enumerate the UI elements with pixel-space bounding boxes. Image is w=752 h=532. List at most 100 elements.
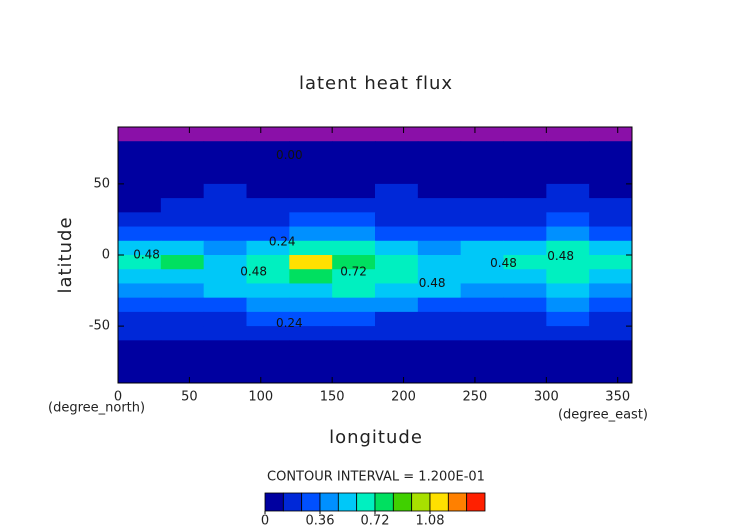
contour-cell (503, 212, 547, 228)
contour-cell (246, 255, 290, 270)
contour-cell (546, 226, 590, 242)
colorbar-swatch (429, 492, 449, 512)
contour-cell (460, 283, 504, 299)
contour-cell (246, 297, 290, 313)
contour-cell (417, 283, 462, 299)
contour-cell (332, 141, 376, 156)
contour-cell (546, 169, 590, 185)
contour-cell (546, 155, 590, 171)
contour-cell (118, 183, 162, 199)
contour-cell (546, 127, 590, 142)
contour-cell (160, 269, 205, 284)
contour-cell (160, 368, 205, 384)
y-tick-label: 0 (102, 248, 110, 263)
contour-cell (546, 212, 590, 228)
contour-label: 0.72 (340, 265, 367, 279)
contour-cell (589, 326, 633, 341)
y-axis-label: latitude (55, 216, 76, 293)
contour-cell (203, 340, 247, 356)
x-tick-label: 0 (114, 390, 122, 405)
x-tick-label: 50 (181, 390, 198, 405)
contour-cell (546, 297, 590, 313)
contour-cell (118, 198, 162, 213)
contour-cell (289, 212, 333, 228)
contour-cell (332, 127, 376, 142)
colorbar-swatch (447, 492, 468, 512)
contour-label: 0.24 (276, 316, 303, 330)
contour-cell (589, 127, 633, 142)
colorbar-tick-label: 0.36 (306, 514, 335, 529)
contour-cell (160, 212, 205, 228)
contour-cell (375, 240, 419, 256)
colorbar-swatch (337, 492, 358, 512)
contour-cell (332, 311, 376, 327)
y-tick-label: -50 (89, 319, 110, 334)
colorbar-swatch (282, 492, 303, 512)
contour-cell (546, 183, 590, 199)
contour-cell (503, 255, 547, 270)
contour-cell (417, 212, 462, 228)
contour-cell (332, 240, 376, 256)
contour-cell (546, 311, 590, 327)
contour-cell (332, 169, 376, 185)
contour-cell (246, 155, 290, 171)
contour-cell (203, 141, 247, 156)
contour-cell (246, 340, 290, 356)
contour-cell (160, 297, 205, 313)
contour-cell (332, 198, 376, 213)
x-tick-label: 200 (391, 390, 416, 405)
contour-cell (546, 368, 590, 384)
colorbar-tick-label: 1.08 (416, 514, 445, 529)
contour-cell (289, 155, 333, 171)
contour-cell (203, 198, 247, 213)
x-tick-label: 300 (534, 390, 559, 405)
contour-cell (332, 226, 376, 242)
contour-cell (417, 141, 462, 156)
contour-cell (289, 183, 333, 199)
contour-cell (118, 226, 162, 242)
contour-cell (503, 326, 547, 341)
contour-cell (460, 255, 504, 270)
colorbar-tick-label: 0 (261, 514, 269, 529)
x-tick-label: 150 (320, 390, 345, 405)
contour-cell (118, 311, 162, 327)
contour-cell (417, 269, 462, 284)
contour-interval-note: CONTOUR INTERVAL = 1.200E-01 (267, 470, 485, 485)
contour-cell (203, 240, 247, 256)
colorbar-swatch (374, 492, 394, 512)
contour-cell (417, 127, 462, 142)
contour-cell (160, 311, 205, 327)
contour-label: 0.48 (133, 248, 160, 262)
contour-cell (332, 155, 376, 171)
contour-cell (460, 155, 504, 171)
contour-cell (289, 198, 333, 213)
contour-cell (589, 169, 633, 185)
contour-label: 0.48 (240, 265, 267, 279)
contour-cell (589, 183, 633, 199)
contour-cell (160, 255, 205, 270)
contour-cell (160, 127, 205, 142)
contour-label: 0.00 (276, 148, 303, 162)
contour-cell (332, 269, 376, 284)
contour-cell (203, 283, 247, 299)
contour-cell (460, 212, 504, 228)
contour-cell (160, 340, 205, 356)
contour-cell (375, 141, 419, 156)
contour-cell (375, 169, 419, 185)
contour-cell (118, 283, 162, 299)
contour-cell (118, 340, 162, 356)
contour-cell (375, 255, 419, 270)
contour-cell (203, 212, 247, 228)
contour-cell (546, 240, 590, 256)
contour-cell (460, 368, 504, 384)
contour-cell (289, 226, 333, 242)
contour-cell (417, 354, 462, 370)
colorbar-swatch (319, 492, 339, 512)
contour-cell (118, 169, 162, 185)
contour-cell (546, 326, 590, 341)
contour-cell (118, 141, 162, 156)
contour-cell (246, 169, 290, 185)
contour-cell (375, 183, 419, 199)
contour-cell (289, 311, 333, 327)
contour-cell (460, 354, 504, 370)
